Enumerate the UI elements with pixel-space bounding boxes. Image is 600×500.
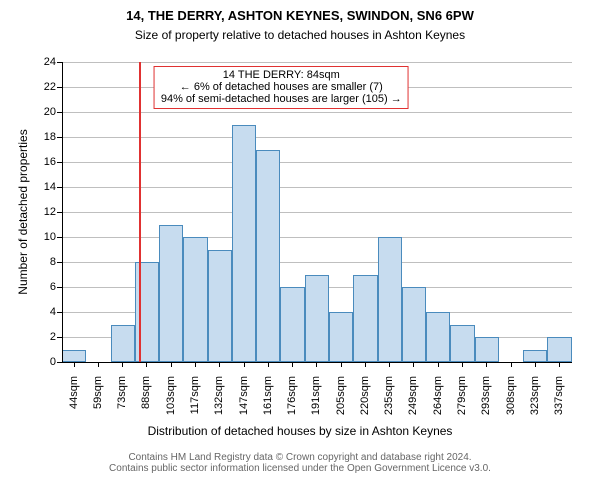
histogram-bar: [547, 337, 571, 362]
callout-line: ← 6% of detached houses are smaller (7): [161, 81, 402, 93]
x-tick-label: 161sqm: [262, 374, 274, 415]
x-tick-label: 117sqm: [189, 374, 201, 414]
x-tick-label: 279sqm: [456, 374, 468, 415]
chart-subtitle: Size of property relative to detached ho…: [0, 28, 600, 42]
x-tick-label: 308sqm: [505, 374, 517, 415]
histogram-bar: [305, 275, 329, 363]
x-tick-label: 44sqm: [68, 374, 80, 409]
histogram-bar: [426, 312, 450, 362]
histogram-bar: [378, 237, 402, 362]
x-tick-label: 235sqm: [383, 374, 395, 415]
histogram-bar: [159, 225, 183, 363]
x-tick-label: 132sqm: [213, 374, 225, 415]
y-tick-label: 6: [50, 281, 62, 293]
histogram-bar: [62, 350, 86, 363]
x-axis-line: [62, 362, 572, 363]
attribution-footer: Contains HM Land Registry data © Crown c…: [0, 452, 600, 474]
x-tick-label: 103sqm: [165, 374, 177, 415]
x-tick-label: 176sqm: [286, 374, 298, 415]
x-tick-label: 249sqm: [407, 374, 419, 415]
y-tick-label: 18: [44, 131, 62, 143]
histogram-bar: [232, 125, 256, 363]
subject-callout: 14 THE DERRY: 84sqm← 6% of detached hous…: [154, 66, 409, 109]
histogram-bar: [280, 287, 304, 362]
y-tick-label: 10: [44, 231, 62, 243]
x-tick-label: 323sqm: [529, 374, 541, 415]
plot-area: 02468101214161820222444sqm59sqm73sqm88sq…: [62, 62, 572, 362]
x-tick-label: 147sqm: [238, 374, 250, 415]
histogram-bar: [450, 325, 474, 363]
histogram-bar: [475, 337, 499, 362]
y-axis-label: Number of detached properties: [16, 62, 30, 362]
y-tick-label: 24: [44, 56, 62, 68]
y-tick-label: 4: [50, 306, 62, 318]
y-tick-label: 12: [44, 206, 62, 218]
histogram-bar: [111, 325, 135, 363]
y-tick-label: 20: [44, 106, 62, 118]
y-axis-line: [62, 62, 63, 362]
x-tick-label: 88sqm: [140, 374, 152, 409]
x-tick-label: 264sqm: [432, 374, 444, 415]
x-tick-label: 220sqm: [359, 374, 371, 415]
histogram-bar: [256, 150, 280, 363]
x-tick-label: 337sqm: [553, 374, 565, 415]
x-tick-label: 205sqm: [335, 374, 347, 415]
y-tick-label: 16: [44, 156, 62, 168]
histogram-bar: [402, 287, 426, 362]
x-axis-label: Distribution of detached houses by size …: [0, 424, 600, 438]
histogram-bar: [208, 250, 232, 363]
histogram-bar: [353, 275, 377, 363]
x-tick-label: 73sqm: [116, 374, 128, 409]
x-tick-label: 293sqm: [480, 374, 492, 415]
callout-line: 94% of semi-detached houses are larger (…: [161, 93, 402, 105]
histogram-bar: [183, 237, 207, 362]
y-tick-label: 8: [50, 256, 62, 268]
y-tick-label: 22: [44, 81, 62, 93]
x-tick-label: 59sqm: [92, 374, 104, 409]
histogram-bar: [329, 312, 353, 362]
y-tick-label: 14: [44, 181, 62, 193]
x-tick-label: 191sqm: [310, 374, 322, 415]
y-tick-label: 2: [50, 331, 62, 343]
histogram-bar: [523, 350, 547, 363]
subject-marker-line: [139, 62, 141, 362]
chart-title: 14, THE DERRY, ASHTON KEYNES, SWINDON, S…: [0, 8, 600, 23]
y-tick-label: 0: [50, 356, 62, 368]
callout-line: 14 THE DERRY: 84sqm: [161, 69, 402, 81]
